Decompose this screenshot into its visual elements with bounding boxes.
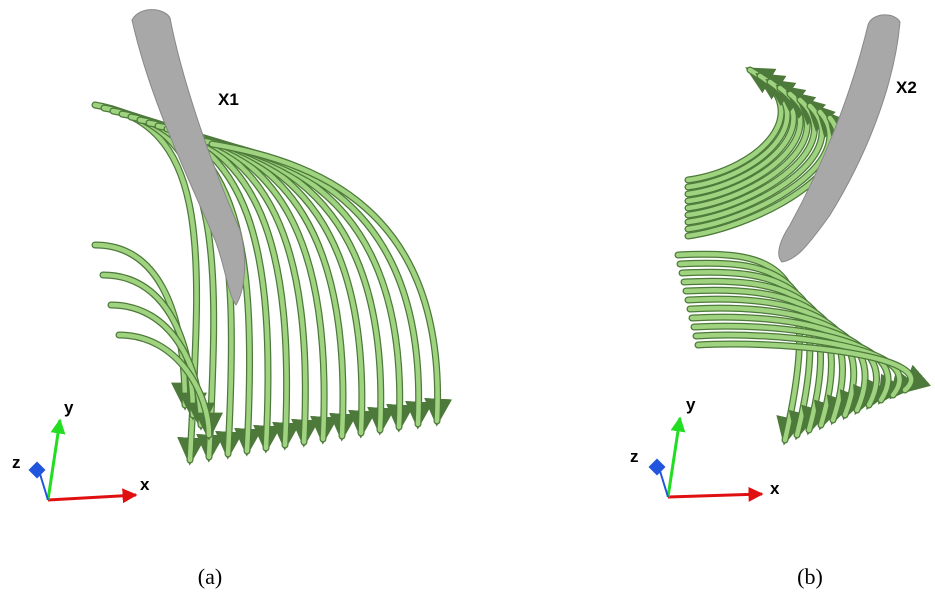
axis-label: x [770,479,780,498]
streamline [95,245,185,405]
axis-label: x [140,475,150,494]
figure: X1 X2 x y z x y z (a) (b) [0,0,935,595]
caption: (b) [797,564,823,589]
streamline [95,245,185,405]
axis-triad: x y z [12,398,150,500]
caption: (a) [198,564,222,589]
core-label: X1 [218,90,239,109]
axis-label: y [686,395,696,414]
axis-label: z [12,453,21,472]
axis-triad: x y z [630,395,780,498]
streamlines-a [95,105,438,460]
axis-label: y [64,398,74,417]
axis-label: z [630,447,639,466]
core-label: X2 [896,78,917,97]
